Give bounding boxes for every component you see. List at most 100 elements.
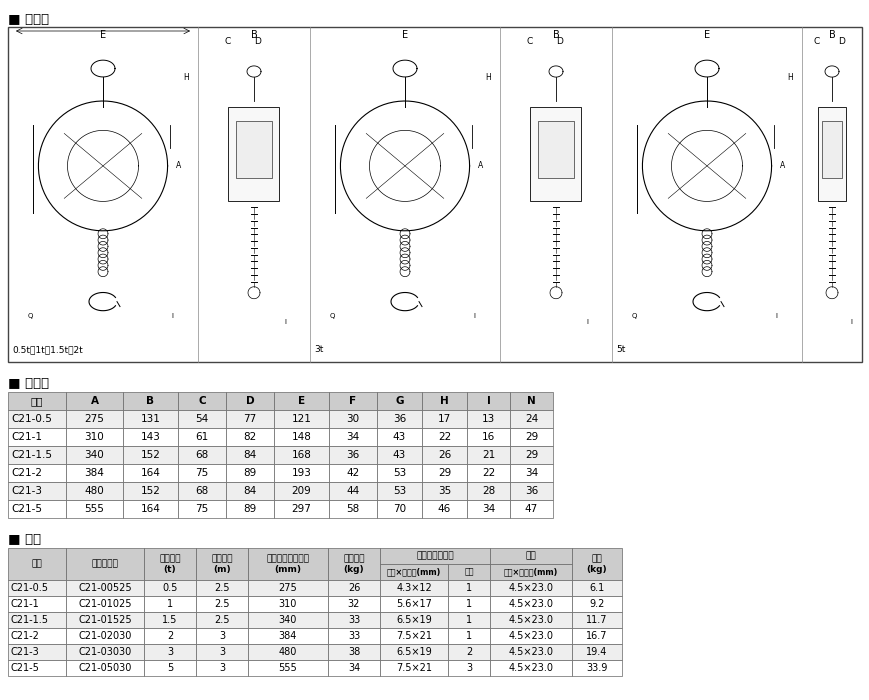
Bar (509, 500, 553, 518)
Bar (380, 580, 448, 596)
Text: H: H (182, 73, 189, 82)
Bar (274, 428, 328, 446)
Text: 線径×ピッチ(mm): 線径×ピッチ(mm) (503, 568, 558, 577)
Text: 164: 164 (141, 468, 160, 478)
Text: A: A (779, 162, 784, 170)
Text: 3: 3 (167, 647, 173, 657)
Text: Q: Q (28, 314, 33, 319)
Text: 480: 480 (84, 486, 104, 496)
Text: 193: 193 (291, 468, 311, 478)
Bar (509, 464, 553, 482)
Bar (8, 628, 66, 644)
Text: N: N (527, 396, 535, 406)
Text: 555: 555 (84, 504, 104, 514)
Bar (328, 464, 376, 482)
Bar (66, 612, 144, 628)
Bar (571, 548, 621, 580)
Bar (509, 446, 553, 464)
Text: 84: 84 (243, 450, 256, 460)
Bar (66, 628, 144, 644)
Bar (8, 392, 66, 410)
Text: 型式: 型式 (30, 396, 43, 406)
Text: H: H (440, 396, 448, 406)
Text: 297: 297 (291, 504, 311, 514)
Bar (328, 392, 376, 410)
Text: B: B (250, 30, 257, 40)
Bar (489, 580, 571, 596)
Text: 30: 30 (346, 414, 359, 424)
Bar (467, 392, 509, 410)
Bar (196, 548, 248, 580)
Text: C21-3: C21-3 (11, 647, 40, 657)
Bar (380, 628, 448, 644)
Bar (421, 446, 467, 464)
Bar (66, 482, 123, 500)
Text: 4.5×23.0: 4.5×23.0 (507, 583, 553, 593)
Bar (196, 644, 248, 660)
Text: 9.2: 9.2 (588, 599, 604, 609)
Text: C: C (813, 36, 819, 46)
Text: 121: 121 (291, 414, 311, 424)
Bar (8, 428, 66, 446)
Bar (235, 121, 271, 178)
Text: 1: 1 (466, 631, 472, 641)
Text: 480: 480 (278, 647, 297, 657)
Bar (274, 446, 328, 464)
Text: 標準揚程
(m): 標準揚程 (m) (211, 554, 233, 574)
Text: 5: 5 (167, 663, 173, 673)
Text: 89: 89 (243, 504, 256, 514)
Text: 42: 42 (346, 468, 359, 478)
Text: 34: 34 (346, 432, 359, 442)
Bar (226, 428, 274, 446)
Bar (226, 482, 274, 500)
Bar (328, 628, 380, 644)
Text: C21-03030: C21-03030 (78, 647, 131, 657)
Text: C21-05030: C21-05030 (78, 663, 131, 673)
Bar (467, 446, 509, 464)
Bar (328, 500, 376, 518)
Text: I: I (774, 314, 777, 319)
Bar (144, 628, 196, 644)
Text: H: H (786, 73, 792, 82)
Text: 26: 26 (348, 583, 360, 593)
Bar (376, 428, 421, 446)
Text: C21-01025: C21-01025 (78, 599, 131, 609)
Bar (178, 446, 226, 464)
Text: ■ 寸法表: ■ 寸法表 (8, 377, 49, 390)
Bar (248, 660, 328, 676)
Bar (66, 660, 144, 676)
Text: 3t: 3t (314, 345, 323, 354)
Bar (66, 410, 123, 428)
Bar (226, 446, 274, 464)
Bar (144, 612, 196, 628)
Text: 53: 53 (393, 468, 406, 478)
Bar (448, 596, 489, 612)
Bar (571, 612, 621, 628)
Bar (229, 107, 279, 202)
Bar (178, 500, 226, 518)
Bar (274, 410, 328, 428)
Bar (380, 564, 448, 580)
Bar (144, 644, 196, 660)
Text: C21-0.5: C21-0.5 (11, 583, 49, 593)
Text: C21-5: C21-5 (11, 504, 42, 514)
Text: 線径×ピッチ(mm): 線径×ピッチ(mm) (387, 568, 441, 577)
Text: 自重
(kg): 自重 (kg) (586, 554, 607, 574)
Text: 32: 32 (348, 599, 360, 609)
Bar (489, 564, 571, 580)
Text: C21-3: C21-3 (11, 486, 42, 496)
Bar (421, 392, 467, 410)
Text: 商品コード: 商品コード (91, 559, 118, 568)
Text: 3: 3 (219, 663, 225, 673)
Text: 4.5×23.0: 4.5×23.0 (507, 599, 553, 609)
Text: 61: 61 (196, 432, 209, 442)
Bar (328, 548, 380, 580)
Bar (196, 580, 248, 596)
Bar (376, 500, 421, 518)
Text: 7.5×21: 7.5×21 (395, 631, 432, 641)
Bar (328, 596, 380, 612)
Bar (421, 482, 467, 500)
Bar (380, 596, 448, 612)
Text: C21-0.5: C21-0.5 (11, 414, 52, 424)
Text: C21-2: C21-2 (11, 468, 42, 478)
